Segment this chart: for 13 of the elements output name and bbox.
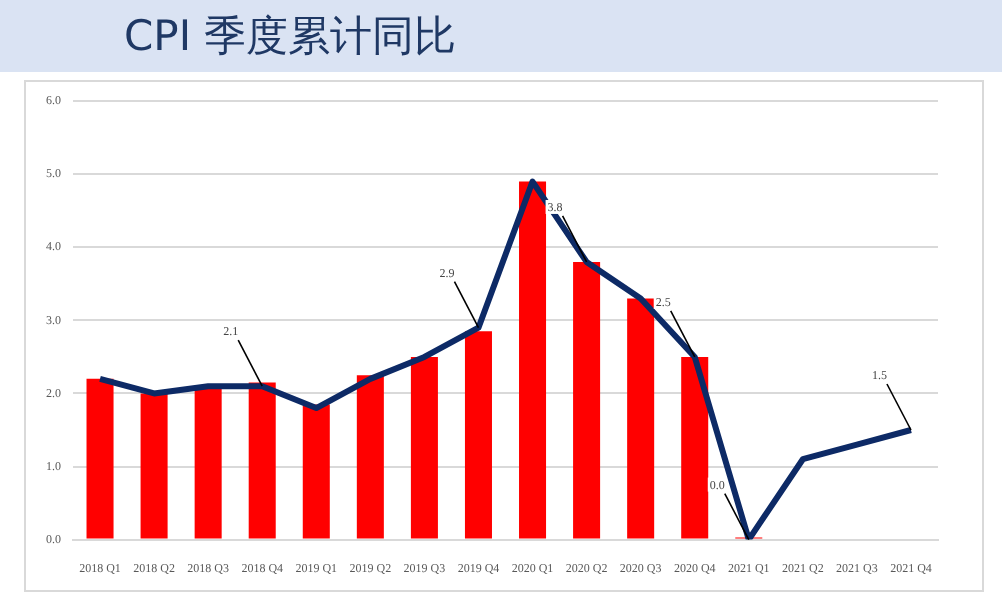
bar	[86, 378, 114, 539]
bar	[627, 298, 655, 539]
bar	[248, 382, 276, 539]
bar	[464, 331, 492, 539]
bar	[140, 393, 168, 539]
bar	[194, 386, 222, 539]
bar	[302, 404, 330, 539]
bar	[573, 261, 601, 539]
bar	[356, 375, 384, 539]
chart-title: CPI 季度累计同比	[124, 10, 457, 64]
bar	[519, 181, 547, 539]
bar	[410, 356, 438, 539]
bar	[681, 356, 709, 539]
